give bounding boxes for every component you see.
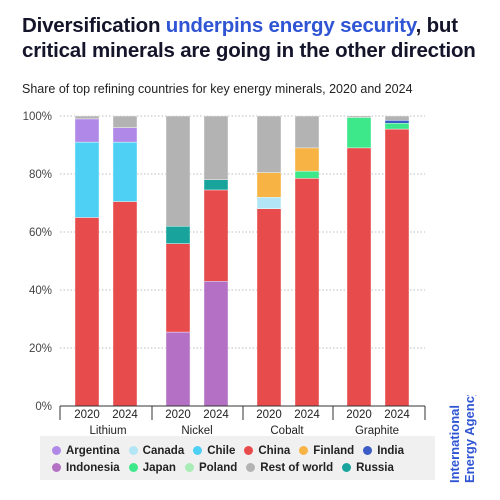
title-part2: , but critical minerals are going in the…	[22, 14, 476, 62]
bar-segment	[256, 115, 282, 173]
legend-label: Canada	[142, 444, 185, 457]
bar-segment	[203, 189, 229, 282]
legend-swatch	[193, 446, 203, 455]
legend-swatch	[299, 446, 309, 455]
legend-swatch	[184, 463, 194, 472]
legend-swatch	[244, 446, 254, 455]
legend-label: Rest of world	[260, 461, 334, 474]
chart-title: Diversification underpins energy securit…	[22, 13, 492, 63]
legend-item: Argentina	[52, 445, 120, 457]
bar-segment	[112, 127, 138, 143]
bar-segment	[384, 128, 410, 407]
bar-segment	[165, 243, 191, 333]
bar-segment	[256, 208, 282, 407]
legend-swatch	[52, 463, 61, 472]
bar-segment	[294, 178, 320, 407]
year-tick-label: 2024	[203, 409, 229, 421]
bar-segment	[294, 170, 320, 179]
bar-segment	[74, 141, 100, 218]
title-accent: underpins energy security	[165, 14, 416, 37]
legend-label: Poland	[198, 461, 238, 474]
legend-label: Finland	[313, 444, 355, 457]
legend-item: India	[363, 445, 404, 457]
legend-item: China	[244, 445, 290, 457]
group-label: Cobalt	[270, 425, 304, 437]
bar-segment	[384, 123, 410, 130]
legend-item: Rest of world	[246, 462, 333, 474]
bar-segment	[203, 281, 229, 407]
year-tick-label: 2024	[112, 409, 138, 421]
year-tick-label: 2020	[256, 409, 282, 421]
group-label: Graphite	[355, 425, 399, 437]
legend-item: Finland	[299, 445, 354, 457]
bar-segment	[346, 115, 372, 118]
bar-segment	[384, 120, 410, 124]
bar-segment	[74, 118, 100, 143]
bar-segment	[203, 179, 229, 191]
y-tick-label: 80%	[29, 169, 52, 181]
logo-line-1: International	[447, 405, 462, 483]
bar-segment	[384, 115, 410, 121]
legend-item: Chile	[193, 445, 235, 457]
legend-item: Indonesia	[52, 462, 120, 474]
bar-segment	[74, 217, 100, 407]
iea-logo: International Energy Agency	[447, 395, 477, 483]
legend-item: Canada	[128, 444, 185, 457]
bar-segment	[294, 147, 320, 172]
logo-line-2: Energy Agency	[462, 395, 477, 483]
legend-label: Chile	[207, 444, 236, 457]
bar-segment	[346, 147, 372, 407]
legend-swatch	[246, 463, 256, 472]
legend-swatch	[128, 446, 138, 455]
legend-label: China	[258, 444, 291, 457]
bar-segment	[165, 115, 191, 227]
legend: Argentina Canada Chile China Finland India Ind…	[40, 436, 435, 480]
legend-row: Indonesia Japan Poland Rest of world Russia	[40, 459, 435, 476]
legend-item: Poland	[184, 461, 238, 474]
legend-label: Russia	[356, 461, 394, 474]
legend-item: Japan	[128, 461, 176, 474]
year-tick-label: 2020	[165, 409, 191, 421]
year-tick-label: 2024	[294, 409, 320, 421]
bar-segment	[165, 225, 191, 244]
title-part1: Diversification	[22, 14, 166, 37]
legend-label: Indonesia	[66, 461, 120, 474]
legend-swatch	[342, 463, 352, 472]
y-tick-label: 20%	[29, 343, 52, 355]
bar-segment	[74, 115, 100, 120]
bar-segment	[112, 141, 138, 202]
bar-segment	[256, 172, 282, 198]
legend-label: India	[377, 444, 405, 457]
year-tick-label: 2024	[384, 409, 410, 421]
y-tick-label: 60%	[29, 227, 52, 239]
year-tick-label: 2020	[346, 409, 372, 421]
year-tick-label: 2020	[74, 409, 100, 421]
legend-label: Japan	[142, 461, 176, 474]
legend-swatch	[52, 446, 61, 455]
legend-row: Argentina Canada Chile China Finland India	[40, 442, 435, 459]
legend-swatch	[128, 463, 138, 472]
group-label: Lithium	[89, 425, 126, 437]
bar-segment	[112, 115, 138, 128]
bar-segment	[203, 115, 229, 180]
y-tick-label: 0%	[35, 401, 52, 413]
chart-subtitle: Share of top refining countries for key …	[22, 82, 413, 96]
bar-segment	[165, 331, 191, 407]
bar-segment	[112, 201, 138, 407]
group-label: Nickel	[181, 425, 212, 437]
y-tick-label: 100%	[23, 111, 52, 123]
bar-segment	[294, 115, 320, 149]
legend-swatch	[363, 446, 373, 455]
y-tick-label: 40%	[29, 285, 52, 297]
legend-label: Argentina	[66, 444, 120, 457]
bar-segment	[256, 196, 282, 209]
bar-segment	[346, 117, 372, 149]
legend-item: Russia	[342, 462, 394, 474]
